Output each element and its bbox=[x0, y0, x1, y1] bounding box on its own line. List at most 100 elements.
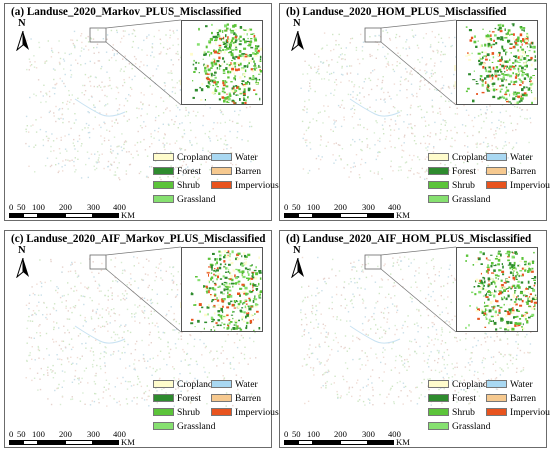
legend-swatch bbox=[428, 422, 449, 430]
legend-label: Shrub bbox=[177, 180, 200, 191]
panel-title: (b) Landuse_2020_HOM_PLUS_Misclassified bbox=[286, 6, 507, 18]
legend-swatch bbox=[153, 422, 174, 430]
scale-tick-label: 0 bbox=[284, 202, 289, 212]
legend-label: Cropland bbox=[452, 379, 488, 390]
scale-bar-segment bbox=[298, 440, 313, 445]
north-arrow-icon: N bbox=[290, 18, 308, 51]
zoom-connector-line bbox=[380, 19, 457, 29]
legend-item: Barren bbox=[211, 393, 261, 404]
legend-item: Barren bbox=[211, 166, 261, 177]
scale-tick-label: 400 bbox=[113, 202, 126, 212]
map-area bbox=[300, 246, 532, 406]
legend-label: Grassland bbox=[452, 194, 491, 205]
legend-item: Cropland bbox=[428, 152, 488, 163]
scale-bar-segment bbox=[9, 440, 23, 445]
legend-item: Grassland bbox=[428, 421, 490, 432]
legend-swatch bbox=[486, 167, 507, 175]
legend-item: Cropland bbox=[153, 379, 213, 390]
legend-item: Barren bbox=[486, 393, 536, 404]
legend-swatch bbox=[211, 167, 232, 175]
scale-tick-label: 300 bbox=[87, 429, 100, 439]
legend-item: Grassland bbox=[428, 194, 490, 205]
panel-title: (a) Landuse_2020_Markov_PLUS_Misclassifi… bbox=[11, 6, 242, 18]
map-panel: (d) Landuse_2020_AIF_HOM_PLUS_Misclassif… bbox=[279, 230, 550, 448]
legend-label: Impervious bbox=[235, 180, 279, 191]
scale-tick-label: 300 bbox=[87, 202, 100, 212]
scale-tick-label: 200 bbox=[59, 429, 72, 439]
scale-tick-label: 200 bbox=[59, 202, 72, 212]
scale-tick-label: 50 bbox=[17, 202, 26, 212]
panel-title: (c) Landuse_2020_AIF_Markov_PLUS_Misclas… bbox=[11, 233, 266, 245]
scale-tick-label: 100 bbox=[32, 429, 45, 439]
legend-swatch bbox=[486, 408, 507, 416]
zoom-inset-map bbox=[456, 20, 538, 105]
legend-label: Impervious bbox=[510, 180, 550, 191]
legend-item: Forest bbox=[153, 393, 201, 404]
legend-item: Shrub bbox=[153, 180, 200, 191]
legend-item: Cropland bbox=[428, 379, 488, 390]
legend-item: Forest bbox=[428, 393, 476, 404]
legend-item: Shrub bbox=[153, 407, 200, 418]
legend: Cropland Forest Shrub Grassland Water Barren I… bbox=[153, 152, 279, 214]
legend-swatch bbox=[211, 408, 232, 416]
scale-bar-segment bbox=[340, 440, 368, 445]
legend-swatch bbox=[428, 195, 449, 203]
north-label: N bbox=[293, 18, 301, 29]
legend-label: Water bbox=[235, 379, 258, 390]
legend-item: Water bbox=[211, 379, 258, 390]
zoom-inset-map bbox=[456, 247, 538, 332]
scale-tick-label: 100 bbox=[307, 429, 320, 439]
legend-swatch bbox=[428, 380, 449, 388]
scale-bar-segment bbox=[38, 213, 65, 218]
legend-swatch bbox=[211, 181, 232, 189]
scale-bar-segment bbox=[284, 213, 298, 218]
scale-tick-label: 0 bbox=[284, 429, 289, 439]
zoom-box bbox=[89, 27, 107, 43]
scale-bar-segment bbox=[313, 440, 340, 445]
panel-title: (d) Landuse_2020_AIF_HOM_PLUS_Misclassif… bbox=[286, 233, 532, 245]
legend-item: Barren bbox=[486, 166, 536, 177]
legend-item: Water bbox=[486, 152, 533, 163]
legend-label: Impervious bbox=[235, 407, 279, 418]
legend-label: Shrub bbox=[177, 407, 200, 418]
scale-tick-label: 400 bbox=[388, 202, 401, 212]
north-arrow-icon: N bbox=[15, 18, 33, 51]
scale-unit: KM bbox=[396, 437, 410, 447]
legend-label: Grassland bbox=[177, 421, 216, 432]
scale-tick-label: 50 bbox=[292, 429, 301, 439]
legend-item: Cropland bbox=[153, 152, 213, 163]
map-panel: (a) Landuse_2020_Markov_PLUS_Misclassifi… bbox=[4, 3, 279, 221]
legend-label: Cropland bbox=[452, 152, 488, 163]
legend-label: Cropland bbox=[177, 379, 213, 390]
legend: Cropland Forest Shrub Grassland Water Barren I… bbox=[428, 152, 550, 214]
legend-label: Water bbox=[510, 379, 533, 390]
scale-bar-segment bbox=[298, 213, 313, 218]
legend-swatch bbox=[428, 394, 449, 402]
legend-label: Forest bbox=[452, 166, 476, 177]
legend-item: Impervious bbox=[486, 180, 550, 191]
zoom-box bbox=[364, 27, 382, 43]
legend-swatch bbox=[153, 195, 174, 203]
legend: Cropland Forest Shrub Grassland Water Barren I… bbox=[428, 379, 550, 441]
legend-label: Forest bbox=[177, 166, 201, 177]
scale-tick-label: 200 bbox=[334, 429, 347, 439]
scale-bar-segment bbox=[313, 213, 340, 218]
scale-tick-label: 50 bbox=[292, 202, 301, 212]
legend-item: Forest bbox=[428, 166, 476, 177]
legend-swatch bbox=[486, 181, 507, 189]
scale-bar: 0 50 100 200 300 400 KM bbox=[284, 202, 434, 222]
scale-bar-segment bbox=[38, 440, 65, 445]
north-arrow-icon: N bbox=[290, 245, 308, 278]
scale-bar-segment bbox=[93, 440, 119, 445]
zoom-box bbox=[89, 254, 107, 270]
north-label: N bbox=[18, 245, 26, 256]
scale-bar-segment bbox=[65, 213, 93, 218]
scale-tick-label: 0 bbox=[9, 429, 14, 439]
legend-swatch bbox=[428, 167, 449, 175]
zoom-connector-line bbox=[380, 246, 457, 256]
scale-bar-segment bbox=[284, 440, 298, 445]
scale-unit: KM bbox=[121, 210, 135, 220]
legend-swatch bbox=[153, 408, 174, 416]
scale-tick-label: 400 bbox=[113, 429, 126, 439]
legend-label: Shrub bbox=[452, 407, 475, 418]
